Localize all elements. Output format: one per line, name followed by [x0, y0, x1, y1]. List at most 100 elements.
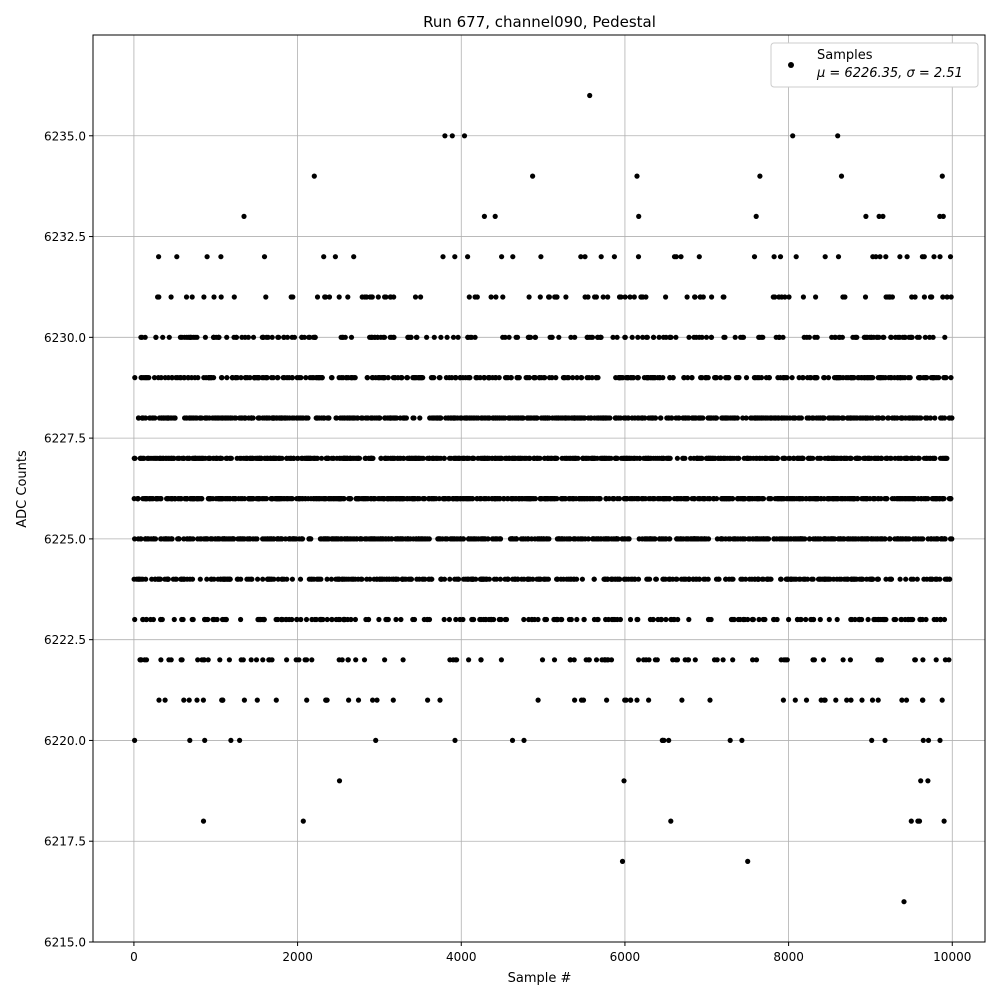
- sample-point: [131, 496, 137, 502]
- sample-point: [837, 334, 843, 340]
- sample-point: [556, 536, 562, 542]
- sample-point: [352, 616, 358, 623]
- sample-point: [883, 576, 889, 582]
- sample-point: [908, 818, 914, 824]
- sample-point: [567, 536, 573, 542]
- sample-point: [150, 455, 156, 461]
- sample-point: [736, 455, 742, 461]
- sample-point: [197, 576, 203, 582]
- sample-point: [605, 294, 611, 300]
- sample-point: [529, 616, 535, 623]
- sample-point: [201, 294, 207, 300]
- sample-point: [602, 657, 608, 663]
- sample-point: [738, 576, 744, 582]
- sample-point: [629, 496, 636, 502]
- sample-point: [484, 455, 490, 461]
- sample-point: [321, 254, 327, 260]
- sample-point: [384, 576, 390, 582]
- sample-point: [466, 657, 472, 663]
- sample-point: [792, 697, 798, 703]
- sample-point: [281, 375, 288, 381]
- sample-point: [312, 334, 318, 340]
- sample-point: [195, 375, 201, 381]
- sample-point: [453, 375, 459, 381]
- sample-point: [174, 254, 180, 260]
- sample-point: [168, 496, 174, 502]
- sample-point: [166, 334, 172, 340]
- sample-point: [538, 254, 544, 260]
- sample-point: [650, 496, 656, 502]
- sample-point: [367, 294, 373, 300]
- sample-point: [353, 657, 359, 663]
- sample-point: [222, 415, 228, 421]
- x-tick-label: 0: [130, 950, 138, 964]
- sample-point: [917, 616, 924, 623]
- sample-point: [493, 496, 499, 502]
- sample-point: [843, 375, 849, 381]
- sample-point: [497, 576, 503, 582]
- sample-point: [354, 536, 360, 542]
- sample-point: [566, 616, 573, 623]
- sample-point: [925, 778, 931, 784]
- sample-point: [635, 254, 642, 260]
- sample-point: [465, 455, 471, 461]
- sample-point: [946, 496, 952, 502]
- sample-point: [572, 415, 578, 421]
- sample-point: [465, 254, 471, 260]
- sample-point: [595, 536, 602, 542]
- sample-point: [884, 496, 890, 502]
- sample-point: [441, 576, 448, 582]
- sample-point: [835, 254, 842, 260]
- sample-point: [298, 375, 304, 381]
- sample-point: [348, 616, 354, 623]
- sample-point: [309, 657, 315, 663]
- sample-point: [244, 455, 250, 461]
- sample-point: [939, 173, 945, 179]
- sample-point: [217, 657, 223, 663]
- sample-point: [269, 455, 276, 461]
- sample-point: [915, 455, 922, 461]
- sample-point: [566, 415, 572, 421]
- sample-point: [374, 697, 380, 703]
- sample-point: [632, 415, 638, 421]
- sample-point: [671, 254, 678, 260]
- sample-point: [741, 496, 747, 502]
- sample-point: [247, 536, 253, 542]
- sample-point: [211, 455, 217, 461]
- sample-point: [499, 254, 505, 260]
- sample-point: [269, 334, 275, 340]
- sample-point: [743, 576, 749, 582]
- sample-point: [446, 496, 453, 502]
- sample-point: [506, 455, 512, 461]
- sample-point: [763, 415, 769, 421]
- sample-point: [376, 496, 383, 502]
- sample-point: [632, 455, 638, 461]
- sample-point: [583, 657, 589, 663]
- sample-point: [532, 334, 539, 340]
- sample-point: [274, 415, 280, 421]
- sample-point: [214, 415, 221, 421]
- sample-point: [745, 858, 751, 865]
- sample-point: [835, 133, 841, 139]
- sample-point: [805, 455, 811, 461]
- sample-point: [561, 415, 567, 421]
- sample-point: [474, 496, 480, 502]
- sample-point: [597, 334, 604, 340]
- sample-point: [646, 657, 652, 663]
- sample-point: [195, 536, 201, 542]
- sample-point: [663, 334, 669, 340]
- sample-point: [727, 737, 733, 744]
- sample-point: [400, 455, 406, 461]
- sample-point: [378, 455, 384, 461]
- sample-point: [625, 576, 632, 582]
- sample-point: [190, 455, 197, 461]
- sample-point: [813, 415, 820, 421]
- sample-point: [262, 496, 268, 502]
- sample-point: [872, 496, 878, 502]
- sample-point: [539, 657, 546, 663]
- sample-point: [879, 415, 886, 421]
- sample-point: [554, 616, 560, 623]
- sample-point: [607, 415, 613, 421]
- sample-point: [389, 576, 395, 582]
- sample-point: [336, 455, 342, 461]
